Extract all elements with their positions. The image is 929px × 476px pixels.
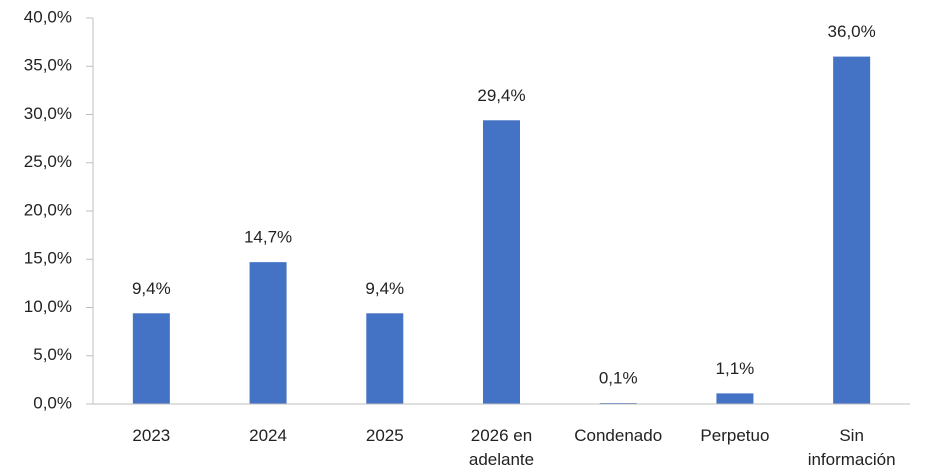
bar — [132, 313, 170, 404]
bar — [366, 313, 404, 404]
data-label: 1,1% — [716, 359, 755, 378]
data-label: 9,4% — [132, 279, 171, 298]
bar — [483, 120, 520, 404]
data-label: 29,4% — [477, 86, 525, 105]
data-label: 36,0% — [828, 22, 876, 41]
x-tick-label: 2026 en adelante — [468, 426, 535, 469]
x-tick-label: Perpetuo — [700, 426, 770, 445]
y-tick-label: 0,0% — [33, 393, 72, 412]
data-label: 0,1% — [599, 369, 638, 388]
y-tick-label: 30,0% — [24, 104, 72, 123]
y-tick-label: 5,0% — [33, 345, 72, 364]
y-tick-label: 15,0% — [24, 249, 72, 268]
y-tick-label: 35,0% — [24, 56, 72, 75]
data-label: 14,7% — [244, 228, 292, 247]
y-tick-label: 40,0% — [24, 7, 72, 26]
x-tick-label: 2024 — [249, 426, 287, 445]
bar — [249, 262, 287, 404]
bar — [716, 393, 754, 404]
x-tick-label: Condenado — [574, 426, 663, 445]
y-tick-label: 20,0% — [24, 200, 72, 219]
y-tick-label: 25,0% — [24, 152, 72, 171]
x-tick-label: 2023 — [132, 426, 171, 445]
y-tick-label: 10,0% — [24, 297, 72, 316]
x-tick-label: 2025 — [365, 426, 404, 445]
data-label: 9,4% — [365, 279, 404, 298]
x-tick-label: Sin información — [807, 426, 896, 469]
bar — [833, 56, 871, 404]
